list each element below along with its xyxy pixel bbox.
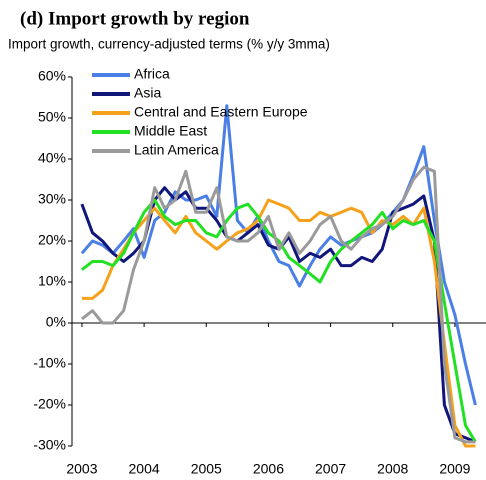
legend-label: Middle East — [134, 123, 207, 139]
y-tick-label: 10% — [38, 273, 66, 289]
legend-label: Latin America — [134, 142, 219, 158]
legend-label: Central and Eastern Europe — [134, 104, 308, 120]
x-tick-label: 2008 — [377, 461, 408, 477]
x-tick-label: 2003 — [66, 461, 97, 477]
y-tick-label: -30% — [33, 437, 66, 453]
legend-label: Africa — [134, 66, 170, 82]
y-tick-label: -20% — [33, 396, 66, 412]
y-tick-label: 50% — [38, 109, 66, 125]
x-tick-label: 2004 — [129, 461, 160, 477]
y-tick-label: 60% — [38, 68, 66, 84]
y-tick-label: 40% — [38, 150, 66, 166]
y-tick-label: 0% — [46, 314, 66, 330]
series-line — [80, 198, 477, 443]
x-tick-label: 2006 — [253, 461, 284, 477]
y-tick-label: 20% — [38, 232, 66, 248]
x-tick-label: 2005 — [191, 461, 222, 477]
chart-title: (d) Import growth by region — [20, 8, 250, 29]
series-line — [80, 165, 476, 444]
chart-subtitle: Import growth, currency-adjusted terms (… — [8, 37, 330, 52]
x-tick-label: 2009 — [439, 461, 470, 477]
y-tick-label: 30% — [38, 191, 66, 207]
y-tick-label: -10% — [33, 355, 66, 371]
x-tick-label: 2007 — [315, 461, 346, 477]
legend-label: Asia — [134, 85, 161, 101]
